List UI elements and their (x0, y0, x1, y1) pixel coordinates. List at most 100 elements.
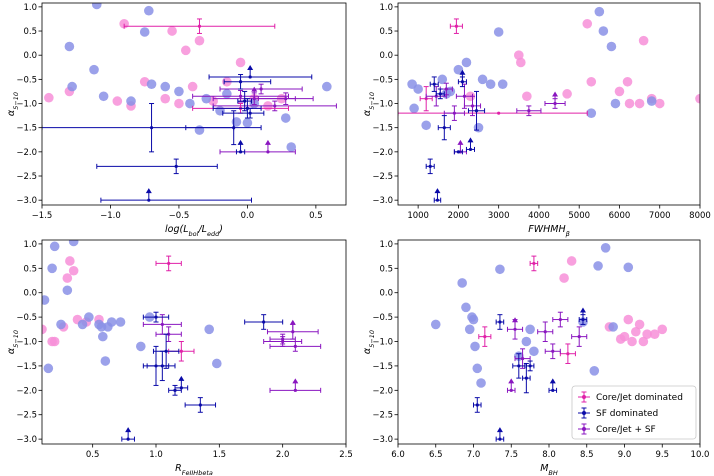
blue-point (477, 74, 488, 85)
errorbar-point-sf (185, 110, 262, 146)
blue-point (215, 105, 225, 116)
y-tick-label: −1.0 (16, 100, 37, 110)
x-tick-label: 0.5 (86, 450, 100, 460)
blue-point (464, 324, 475, 335)
blue-point (593, 261, 603, 271)
y-tick-label: −1.0 (372, 100, 393, 110)
errorbar-point-sf (208, 64, 313, 80)
x-tick-label: −0.5 (169, 211, 190, 221)
blue-point (589, 365, 600, 376)
pink-point (622, 76, 633, 87)
errorbar-point-sf (425, 158, 435, 175)
blue-point (84, 312, 94, 322)
blue-point (322, 81, 332, 92)
y-tick-label: 0.5 (379, 264, 393, 274)
errorbar-point-mixed (155, 326, 182, 343)
x-tick-label: 2.5 (339, 450, 353, 460)
errorbar-point-core-jet (398, 110, 588, 116)
y-tick-label: −3.0 (372, 435, 393, 445)
legend: Core/Jet dominated SF dominated Core/Jet +… (571, 385, 697, 440)
errorbar-point-core-jet (155, 255, 182, 272)
pink-point (631, 326, 641, 337)
x-tick-label: 8.5 (580, 450, 594, 460)
blue-point (231, 117, 242, 127)
y-axis-label-sub: 5−10 (12, 92, 20, 110)
errorbar-point-sf (467, 90, 486, 131)
y-tick-label: −2.5 (16, 172, 37, 182)
pink-point (194, 35, 205, 46)
panel-lbol: −1.5 −1.0 −0.5 0.0 0.5 −3.0 −2.5 −2.0 −1.5 −1.0 −0… (6, 2, 347, 238)
blue-point (413, 84, 423, 94)
blue-point (497, 79, 508, 89)
errorbar-point-sf (244, 314, 284, 330)
blue-point (646, 96, 657, 106)
blue-point (139, 27, 150, 37)
errorbar-point-sf (437, 115, 451, 141)
legend-marker (582, 427, 586, 431)
y-tick-label: −2.5 (16, 411, 37, 421)
blue-point (47, 263, 57, 274)
blue-point (194, 125, 205, 135)
errorbar-point-sf (495, 427, 505, 442)
errorbar-point-sf (473, 397, 482, 413)
pink-point (44, 92, 54, 103)
blue-point (437, 74, 448, 85)
y-tick-label: 1.0 (379, 240, 393, 250)
blue-point (115, 317, 126, 327)
y-axis-label-main: α (362, 347, 373, 354)
x-axis-label: RFeIIHbeta (175, 463, 213, 476)
y-tick-label: −2.0 (372, 148, 393, 158)
y-tick-label: −1.5 (16, 362, 37, 372)
y-tick-label: −0.5 (372, 75, 393, 85)
errorbar-point-sf (429, 76, 439, 92)
panel-mbh: 6.0 6.5 7.0 7.5 8.0 8.5 9.0 9.5 10.0 −3.0 −2.5 −2.0… (362, 239, 709, 476)
y-tick-label: −2.5 (372, 411, 393, 421)
errorbar-point-sf (433, 188, 442, 203)
blue-point (468, 314, 479, 325)
x-tick-label: 5000 (568, 211, 590, 221)
errorbar-point-mixed (212, 86, 296, 105)
y-tick-label: −0.5 (16, 313, 37, 323)
x-axis-label-part: bol (189, 230, 199, 238)
blue-point (529, 346, 539, 357)
blue-point (204, 324, 214, 335)
y-axis-label-main: α (6, 109, 17, 116)
errorbar-point-sf (152, 333, 180, 369)
blue-point (49, 241, 60, 252)
errorbar-point-sf (465, 137, 476, 152)
y-tick-label: −3.0 (16, 196, 37, 206)
blue-point (68, 240, 79, 247)
x-tick-label: 9.5 (655, 450, 669, 460)
x-tick-label: 7000 (649, 211, 671, 221)
y-axis-label: α5−10 (6, 92, 20, 116)
blue-point (67, 81, 77, 92)
plot-frame (41, 2, 347, 206)
y-tick-label: 0.5 (23, 27, 37, 37)
blue-point (606, 41, 617, 52)
y-axis-label: α5−10 (362, 330, 376, 354)
blue-point (42, 295, 50, 305)
blue-point (91, 3, 102, 10)
errorbar-point-mixed (506, 378, 516, 393)
x-tick-label: 9.0 (618, 450, 632, 460)
blue-point (222, 89, 232, 99)
pink-point (627, 336, 637, 347)
errorbar-point-mixed (269, 333, 296, 345)
legend-entry: Core/Jet dominated (578, 391, 683, 403)
pink-point (582, 18, 593, 29)
pink-point (566, 256, 577, 266)
legend-label: SF dominated (596, 409, 658, 419)
data-layer (398, 6, 700, 203)
y-tick-label: −2.5 (372, 172, 393, 182)
errorbar-point-sf (453, 149, 463, 155)
errorbar-point-sf (235, 139, 246, 155)
errorbar-point-mixed (443, 105, 465, 121)
errorbar-point-sf (121, 427, 135, 442)
errorbar-point-mixed (266, 319, 319, 340)
x-axis-label-part: BH (548, 469, 557, 476)
y-tick-label: −0.5 (16, 75, 37, 85)
blue-point (201, 93, 212, 104)
pink-point (522, 91, 532, 102)
y-tick-label: 0.5 (23, 264, 37, 274)
errorbar-point-sf (457, 69, 467, 88)
